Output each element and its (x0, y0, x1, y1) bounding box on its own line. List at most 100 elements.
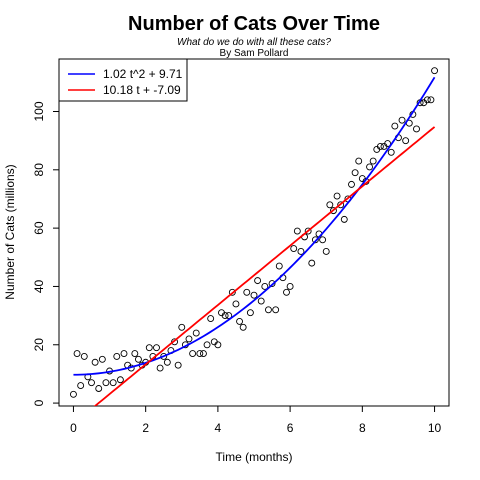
data-point (95, 385, 103, 392)
data-point (153, 344, 160, 352)
x-tick-label: 6 (287, 421, 294, 435)
data-point (199, 350, 207, 357)
data-point (333, 192, 341, 200)
data-point (163, 358, 171, 366)
data-point (304, 227, 312, 235)
x-tick-label: 4 (215, 421, 222, 435)
y-tick-label: 40 (32, 279, 46, 293)
data-point (232, 300, 240, 308)
legend-box (58, 58, 188, 102)
data-point (398, 116, 406, 124)
data-point (185, 335, 193, 343)
data-point (207, 315, 215, 322)
data-point (351, 169, 359, 177)
y-tick-label: 60 (32, 221, 46, 235)
data-point (387, 148, 395, 156)
data-point (131, 350, 139, 357)
data-point (91, 358, 99, 366)
data-point (192, 329, 200, 337)
data-point (427, 96, 435, 104)
scatter-points (69, 67, 439, 398)
y-tick-label: 0 (32, 399, 46, 406)
data-point (134, 355, 142, 363)
legend-label-quadratic: 1.02 t^2 + 9.71 (103, 67, 183, 81)
data-point (174, 361, 182, 369)
y-tick-label: 100 (32, 101, 46, 121)
data-point (272, 306, 280, 314)
data-point (214, 341, 222, 349)
data-point (189, 350, 197, 357)
data-point (156, 364, 164, 372)
data-point (236, 317, 244, 325)
data-point (340, 215, 348, 223)
data-point (203, 341, 211, 349)
data-point (250, 291, 258, 299)
data-point (243, 288, 251, 296)
x-axis: 0 2 4 6 8 10 (70, 406, 442, 435)
data-point (391, 122, 399, 130)
chart-author: By Sam Pollard (220, 48, 289, 59)
data-point (228, 288, 236, 296)
data-point (293, 227, 301, 235)
data-point (384, 140, 392, 148)
quadratic-fit-line (73, 76, 436, 376)
legend: 1.02 t^2 + 9.71 10.18 t + -7.09 (58, 58, 188, 102)
x-tick-label: 0 (70, 421, 77, 435)
chart-title: Number of Cats Over Time (128, 13, 380, 35)
data-point (116, 376, 124, 384)
data-point (196, 350, 204, 357)
data-point (261, 282, 269, 290)
data-point (413, 125, 420, 133)
data-point (178, 323, 186, 331)
data-point (69, 390, 77, 398)
data-point (308, 259, 316, 267)
data-point (311, 236, 319, 244)
data-point (355, 157, 363, 165)
x-tick-label: 8 (359, 421, 366, 435)
y-tick-label: 20 (32, 338, 46, 352)
data-point (431, 67, 439, 75)
data-point (337, 201, 345, 209)
data-point (109, 379, 117, 387)
data-point (254, 277, 262, 285)
x-axis-label: Time (months) (216, 450, 293, 464)
data-point (120, 350, 128, 357)
data-point (268, 280, 276, 287)
data-point (290, 245, 298, 252)
data-point (239, 323, 247, 331)
data-point (225, 312, 233, 320)
data-point (297, 248, 305, 255)
legend-label-linear: 10.18 t + -7.09 (103, 83, 181, 97)
data-point (77, 382, 85, 390)
x-tick-label: 10 (428, 421, 442, 435)
data-point (275, 262, 283, 270)
data-point (246, 309, 254, 317)
data-point (376, 143, 384, 150)
data-point (369, 157, 377, 165)
data-point (73, 350, 81, 357)
data-point (326, 201, 334, 209)
data-point (348, 180, 355, 188)
data-point (80, 352, 88, 360)
fit-lines (73, 76, 436, 406)
y-tick-label: 80 (32, 163, 46, 177)
data-point (264, 306, 272, 314)
data-point (283, 288, 290, 296)
data-point (98, 355, 106, 363)
data-point (102, 379, 110, 387)
plot-frame (58, 58, 450, 407)
data-point (366, 163, 374, 171)
data-point (113, 352, 121, 360)
data-point (423, 96, 431, 104)
data-point (88, 379, 95, 387)
data-point (145, 344, 153, 352)
data-point (257, 297, 265, 305)
chart-subtitle: What do we do with all these cats? (177, 37, 331, 48)
y-axis: 0 20 40 60 80 100 (32, 101, 59, 406)
data-point (221, 312, 229, 320)
data-point (319, 236, 327, 244)
data-point (329, 207, 337, 215)
data-point (322, 248, 330, 255)
y-axis-label: Number of Cats (millions) (3, 164, 17, 299)
